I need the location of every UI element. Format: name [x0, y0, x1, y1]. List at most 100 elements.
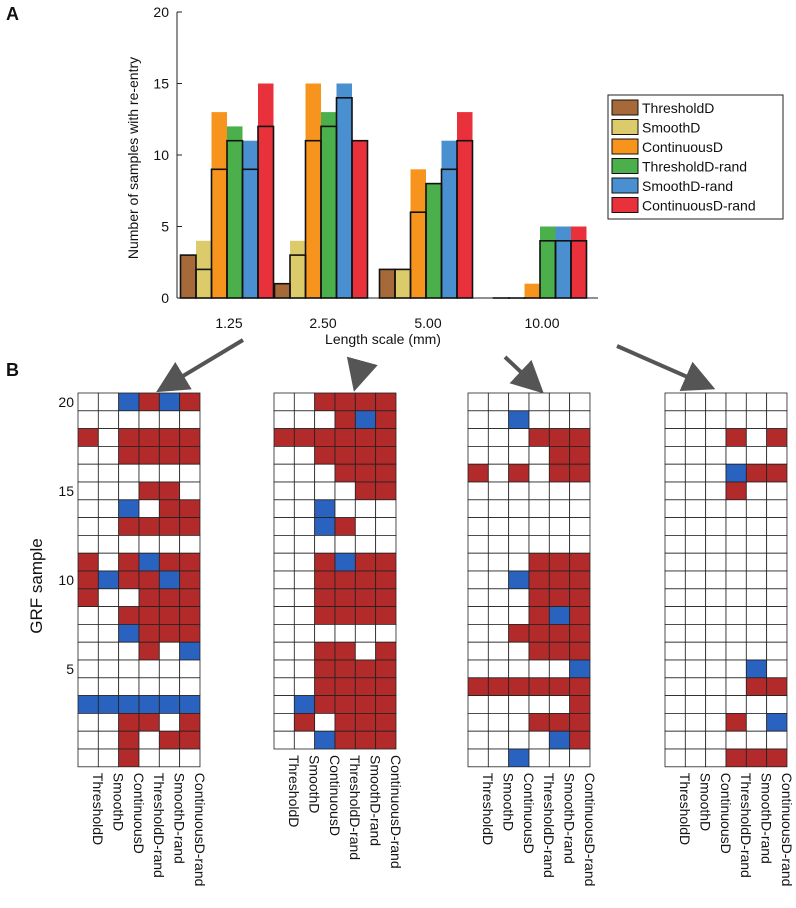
- heatmap-cell: [664, 499, 686, 518]
- heatmap-cell: [508, 730, 530, 750]
- heatmap-cell: [684, 428, 707, 447]
- heatmap-cell: [77, 517, 99, 536]
- heatmap-cell: [467, 410, 489, 429]
- y-tick-label: 20: [153, 4, 169, 20]
- heatmap-cell: [334, 481, 356, 501]
- heatmap-cell: [684, 713, 707, 732]
- heatmap-cell: [334, 535, 356, 554]
- heatmap-cell: [705, 606, 727, 625]
- heatmap-cell: [273, 695, 295, 714]
- heatmap-cell: [273, 410, 295, 429]
- heatmap-cell: [314, 606, 336, 625]
- heatmap-cell: [569, 428, 591, 447]
- heatmap-cell: [684, 659, 707, 679]
- heatmap-cell: [273, 481, 295, 501]
- heatmap-column-label: ThresholdD: [480, 773, 496, 845]
- heatmap-cell: [97, 730, 120, 750]
- heatmap-cell: [314, 624, 336, 643]
- heatmap-cell: [97, 481, 120, 501]
- legend-swatch: [611, 177, 639, 194]
- y-tick-label: 5: [161, 219, 169, 235]
- heatmap-cell: [725, 659, 747, 679]
- heatmap-cell: [548, 624, 571, 643]
- heatmap-cell: [528, 552, 550, 572]
- heatmap-cell: [273, 552, 295, 572]
- heatmap-cell: [766, 499, 788, 518]
- heatmap-cell: [766, 428, 788, 447]
- heatmap-cell: [467, 606, 489, 625]
- heatmap-cell: [705, 535, 727, 554]
- heatmap-column-label: ThresholdD: [286, 755, 302, 827]
- heatmap-cell: [745, 713, 768, 732]
- heatmap-cell: [725, 624, 747, 643]
- heatmap-cell: [158, 748, 181, 768]
- heatmap-cell: [467, 481, 489, 501]
- heatmap-cell: [77, 535, 99, 554]
- heatmap-cell: [705, 463, 727, 483]
- heatmap-cell: [158, 410, 181, 429]
- y-tick-label: 15: [153, 76, 169, 92]
- heatmap-cell: [179, 624, 201, 643]
- heatmap-cell: [705, 624, 727, 643]
- arrow-to-grid-4: [616, 344, 716, 391]
- heatmap-cell: [548, 392, 571, 412]
- heatmap-cell: [77, 713, 99, 732]
- heatmap-cell: [705, 659, 727, 679]
- heatmap-cell: [766, 570, 788, 590]
- heatmap-cell: [487, 713, 510, 732]
- heatmap-cell: [97, 641, 120, 661]
- heatmap-cell: [97, 552, 120, 572]
- bar-smoothd-rand-5.00: [441, 140, 457, 298]
- heatmap-cell: [745, 517, 768, 536]
- heatmap-cell: [508, 445, 530, 465]
- heatmap-cell: [179, 659, 201, 679]
- heatmap-cell: [375, 410, 397, 429]
- bar-thresholdd-rand-5.00: [426, 183, 442, 298]
- heatmap-cell: [705, 392, 727, 412]
- heatmap-y-tick-label: 20: [58, 394, 74, 410]
- bar-smoothd-rand-10.00: [555, 226, 571, 298]
- heatmap-cell: [158, 588, 181, 607]
- heatmap-cell: [745, 606, 768, 625]
- heatmap-cell: [179, 730, 201, 750]
- heatmap-cell: [528, 641, 550, 661]
- bar-thresholdd-rand-2.50: [321, 112, 337, 298]
- heatmap-cell: [158, 392, 181, 412]
- heatmap-cell: [487, 445, 510, 465]
- heatmap-cell: [487, 552, 510, 572]
- heatmap-cell: [725, 481, 747, 501]
- heatmap-cell: [293, 535, 316, 554]
- bar-smoothd-rand-1.25: [242, 140, 258, 298]
- heatmap-cell: [334, 517, 356, 536]
- heatmap-cell: [273, 624, 295, 643]
- heatmap-cell: [684, 481, 707, 501]
- arrow-to-grid-3: [503, 355, 544, 394]
- heatmap-cell: [97, 713, 120, 732]
- heatmap-cell: [467, 499, 489, 518]
- heatmap-cell: [314, 695, 336, 714]
- heatmap-cell: [273, 535, 295, 554]
- heatmap-cell: [158, 499, 181, 518]
- heatmap-cell: [705, 517, 727, 536]
- heatmap-cell: [705, 428, 727, 447]
- heatmap-cell: [664, 428, 686, 447]
- legend-label: SmoothD-rand: [642, 178, 733, 194]
- heatmap-cell: [766, 713, 788, 732]
- heatmap-cell: [745, 392, 768, 412]
- heatmap-cell: [97, 570, 120, 590]
- heatmap-cell: [158, 517, 181, 536]
- heatmap-cell: [354, 730, 377, 750]
- legend-swatch: [611, 138, 639, 155]
- heatmap-cell: [77, 552, 99, 572]
- heatmap-cell: [705, 730, 727, 750]
- heatmap-cell: [664, 606, 686, 625]
- heatmap-cell: [487, 463, 510, 483]
- heatmap-cell: [158, 695, 181, 714]
- heatmap-cell: [375, 659, 397, 679]
- heatmap-cell: [138, 606, 160, 625]
- heatmap-cell: [293, 392, 316, 412]
- heatmap-cell: [664, 641, 686, 661]
- heatmap-cell: [97, 517, 120, 536]
- heatmap-cell: [334, 428, 356, 447]
- heatmap-cell: [97, 659, 120, 679]
